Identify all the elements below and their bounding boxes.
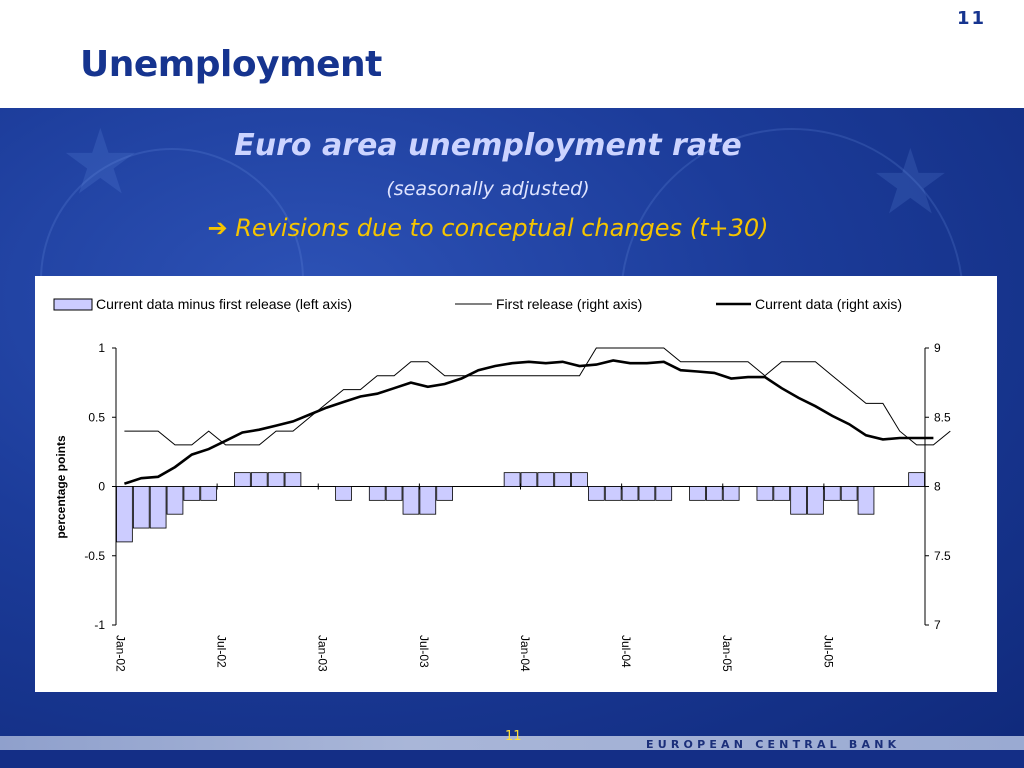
diff-bar <box>402 486 420 515</box>
diff-bar <box>604 486 622 501</box>
diff-bar <box>503 472 521 487</box>
x-tick-label: Jan-02 <box>113 635 127 672</box>
legend-label-first: First release (right axis) <box>496 296 642 312</box>
unemployment-chart: Current data minus first release (left a… <box>53 296 951 672</box>
diff-bar <box>621 486 639 501</box>
right-tick-label: 7 <box>934 618 941 632</box>
revision-note-text: Revisions due to conceptual changes (t+3… <box>235 214 769 242</box>
diff-bar <box>368 486 386 501</box>
right-tick-label: 8 <box>934 480 941 494</box>
diff-bar <box>520 472 538 487</box>
footer-stripe <box>0 736 1024 750</box>
watermark-star-icon: ★ <box>870 130 951 235</box>
diff-bar <box>773 486 791 501</box>
right-tick-label: 7.5 <box>934 549 951 563</box>
left-tick-label: -0.5 <box>84 549 105 563</box>
arrow-right-icon: ➔ <box>207 214 228 242</box>
diff-bar <box>823 486 841 501</box>
diff-bar <box>149 486 167 529</box>
diff-bar <box>234 472 251 487</box>
diff-bar <box>537 472 555 487</box>
diff-bar <box>722 486 740 501</box>
diff-bar <box>183 486 201 501</box>
diff-bar <box>689 486 706 501</box>
diff-bar <box>790 486 807 515</box>
x-tick-label: Jan-03 <box>316 635 330 672</box>
x-tick-label: Jul-04 <box>619 635 633 668</box>
ecb-brand: EUROPEAN CENTRAL BANK <box>646 738 901 751</box>
diff-bar <box>554 472 571 487</box>
left-tick-label: 1 <box>98 341 105 355</box>
page-number: 11 <box>956 8 986 29</box>
diff-bar <box>267 472 285 487</box>
diff-bar <box>284 472 302 487</box>
diff-bar <box>655 486 673 501</box>
x-tick-label: Jul-02 <box>215 635 229 668</box>
diff-bar <box>166 486 184 515</box>
slide-header: Unemployment 11 <box>0 0 1024 108</box>
diff-bar <box>200 486 218 501</box>
diff-bar <box>807 486 824 515</box>
diff-bar <box>571 472 588 487</box>
diff-bar <box>335 486 352 501</box>
diff-bar <box>638 486 656 501</box>
x-tick-label: Jul-05 <box>821 635 835 668</box>
footer-bar: 11 EUROPEAN CENTRAL BANK <box>0 729 1024 768</box>
x-tick-label: Jan-05 <box>720 635 734 672</box>
x-tick-label: Jul-03 <box>417 635 431 668</box>
diff-bar <box>385 486 403 501</box>
diff-bar <box>250 472 268 487</box>
diff-bar <box>132 486 150 529</box>
diff-bar <box>116 486 133 543</box>
right-tick-label: 8.5 <box>934 410 951 424</box>
left-tick-label: -1 <box>94 618 105 632</box>
right-tick-label: 9 <box>934 341 941 355</box>
footer-page-number: 11 <box>505 729 522 744</box>
y-axis-left-label: percentage points <box>54 435 68 539</box>
legend-label-bar: Current data minus first release (left a… <box>96 296 352 312</box>
diff-bar <box>436 486 453 501</box>
chart-area: Current data minus first release (left a… <box>35 276 997 692</box>
diff-bar <box>705 486 723 501</box>
legend-swatch-bar <box>53 298 93 311</box>
slide-title: Unemployment <box>80 44 382 85</box>
chart-title: Euro area unemployment rate <box>234 128 742 163</box>
diff-bar <box>857 486 875 515</box>
watermark-star-icon: ★ <box>60 110 141 215</box>
plot-area: 1 0.5 0 -0.5 -1 9 8.5 8 7.5 7 Jan-02 Jul-02 Jan-03 Ju… <box>84 341 951 672</box>
x-tick-label: Jan-04 <box>518 635 532 672</box>
left-tick-label: 0 <box>98 480 105 494</box>
revision-note: ➔ Revisions due to conceptual changes (t… <box>0 214 976 242</box>
current-data-line <box>123 359 934 485</box>
left-tick-label: 0.5 <box>88 410 105 424</box>
chart-legend: Current data minus first release (left a… <box>53 296 902 312</box>
diff-bar <box>840 486 858 501</box>
diff-bar <box>588 486 605 501</box>
legend-label-current: Current data (right axis) <box>755 296 902 312</box>
chart-subtitle: (seasonally adjusted) <box>386 178 590 200</box>
diff-bar <box>419 486 437 515</box>
diff-bar <box>908 472 925 487</box>
diff-bar <box>756 486 774 501</box>
first-release-line <box>124 347 951 446</box>
